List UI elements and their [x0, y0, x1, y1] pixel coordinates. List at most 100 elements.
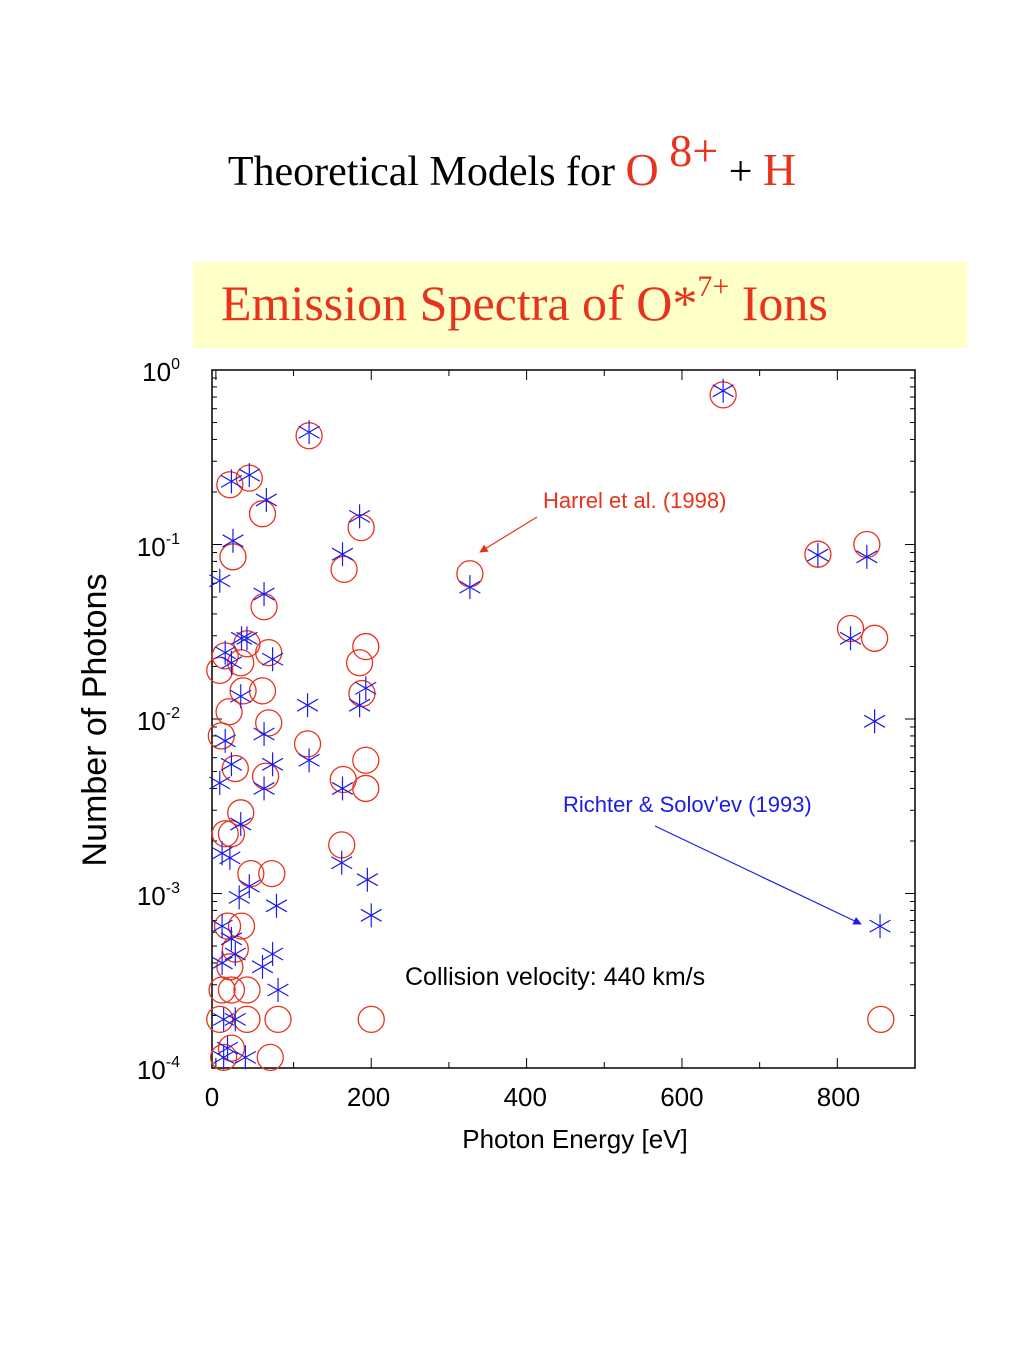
x-tick-label: 200: [347, 1082, 390, 1112]
asterisk-stroke: [253, 587, 275, 601]
asterisk-stroke: [355, 681, 377, 695]
y-tick-label: 10-1: [137, 531, 180, 562]
y-tick-base: 10: [137, 881, 166, 911]
richter-point: [839, 626, 862, 651]
asterisk-stroke: [209, 574, 231, 588]
asterisk-stroke: [211, 956, 233, 970]
richter-point: [219, 845, 241, 870]
richter-point: [265, 893, 288, 918]
richter-point: [255, 487, 278, 512]
y-tick-exponent: -3: [166, 880, 180, 897]
asterisk-stroke: [863, 714, 886, 728]
asterisk-stroke: [220, 757, 243, 771]
asterisk-stroke: [219, 851, 241, 865]
title-hydrogen: H: [762, 144, 797, 195]
y-axis-label: Number of Photons: [76, 574, 114, 867]
asterisk-stroke: [267, 983, 289, 997]
richter-point: [238, 463, 260, 488]
slide-title: Theoretical Models for O 8+ + H: [0, 125, 1024, 196]
harrel-point: [233, 1005, 261, 1034]
asterisk-stroke: [331, 547, 354, 561]
richter-point: [261, 647, 284, 672]
harrel-point: [217, 820, 246, 848]
asterisk-stroke: [224, 947, 246, 961]
harrel-point: [206, 656, 234, 685]
asterisk-stroke: [214, 734, 236, 748]
harrel-point: [221, 754, 249, 783]
harrel-point: [352, 774, 380, 803]
banner-title: Emission Spectra of O*7+ Ions: [221, 270, 828, 332]
asterisk-stroke: [459, 580, 481, 594]
y-tick-exponent: 0: [171, 356, 180, 373]
asterisk-stroke: [298, 753, 320, 767]
richter-point: [807, 543, 829, 568]
y-tick-exponent: -2: [166, 705, 180, 722]
richter-point: [214, 640, 236, 665]
richter-point: [209, 770, 231, 795]
richter-point: [261, 752, 284, 777]
richter-point: [253, 582, 275, 607]
asterisk-stroke: [220, 932, 243, 946]
richter-point: [220, 926, 243, 951]
annotation-velocity: Collision velocity: 440 km/s: [405, 963, 705, 991]
richter-point: [331, 776, 354, 801]
harrel-point: [251, 762, 280, 790]
richter-point: [355, 676, 377, 701]
x-tick-labels: 0 200 400 600 800: [205, 1082, 860, 1112]
richter-point: [211, 914, 233, 939]
y-tick-base: 10: [137, 706, 166, 736]
asterisk-stroke: [360, 908, 382, 922]
harrel-point: [227, 649, 255, 677]
harrel-point: [229, 677, 257, 705]
y-tick-labels: 100 10-1 10-2 10-3 10-4: [137, 356, 180, 1085]
harrel-point: [348, 679, 376, 708]
richter-point: [459, 575, 481, 600]
richter-point: [251, 954, 274, 979]
banner-suffix: Ions: [741, 275, 828, 331]
harrel-point: [216, 471, 244, 499]
x-tick-label: 0: [205, 1082, 219, 1112]
x-axis-label: Photon Energy [eV]: [462, 1124, 687, 1154]
asterisk-stroke: [253, 781, 275, 795]
harrel-point: [330, 555, 358, 584]
richter-point: [234, 1045, 257, 1070]
asterisk-stroke: [236, 631, 258, 645]
emission-spectra-chart: 0 200 400 600 800 100 10-1 10-2 10-3 10-…: [76, 356, 916, 1154]
harrel-point: [248, 500, 277, 528]
asterisk-stroke: [234, 1050, 257, 1064]
asterisk-stroke: [331, 856, 353, 870]
asterisk-stroke: [807, 548, 829, 562]
asterisk-stroke: [212, 1050, 235, 1064]
asterisk-stroke: [228, 890, 250, 904]
harrel-point: [217, 976, 246, 1004]
title-charge: 8+: [669, 125, 719, 176]
richter-point: [211, 950, 233, 975]
richter-point: [331, 542, 354, 567]
asterisk-stroke: [222, 534, 244, 548]
richter-point: [230, 684, 252, 709]
harrel-point: [258, 859, 286, 888]
annotation-harrel: Harrel et al. (1998): [543, 488, 726, 513]
richter-point: [230, 812, 252, 837]
harrel-point: [293, 730, 322, 758]
asterisk-stroke: [356, 873, 379, 887]
harrel-point: [217, 1034, 246, 1062]
x-tick-label: 400: [504, 1082, 547, 1112]
y-tick-label: 10-3: [137, 880, 180, 911]
richter-point: [212, 1007, 235, 1032]
y-tick-label: 10-2: [137, 705, 180, 736]
title-oxygen: O: [625, 144, 659, 195]
y-tick-label: 10-4: [137, 1054, 180, 1085]
asterisk-stroke: [856, 550, 878, 564]
richter-point: [228, 885, 250, 910]
richter-point: [267, 977, 289, 1002]
annotation-richter: Richter & Solov'ev (1993): [563, 792, 812, 817]
annotation-harrel-arrow: [479, 516, 538, 553]
richter-point: [224, 1007, 246, 1032]
y-tick-base: 10: [137, 532, 166, 562]
asterisk-stroke: [214, 646, 236, 660]
harrel-point: [352, 632, 380, 661]
x-tick-label: 800: [817, 1082, 860, 1112]
harrel-point: [867, 1005, 895, 1034]
asterisk-stroke: [261, 652, 284, 666]
